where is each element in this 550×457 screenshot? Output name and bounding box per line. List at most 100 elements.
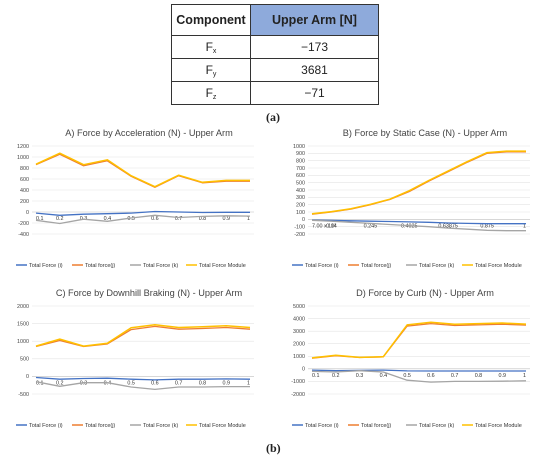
x-tick-label: 0.8 (199, 216, 207, 222)
series-line-i (35, 376, 251, 381)
y-tick-label: 2000 (17, 304, 29, 310)
y-tick-label: -200 (294, 232, 305, 238)
chart-d: D) Force by Curb (N) - Upper Arm -2000 -10… (280, 286, 546, 434)
y-tick-label: 100 (296, 210, 305, 216)
chart-b-svg: B) Force by Static Case (N) - Upper Arm -… (292, 128, 530, 269)
y-tick-label: 1000 (293, 354, 305, 360)
chart-a-svg: A) Force by Acceleration (N) - Upper Arm… (16, 128, 254, 269)
series-line-module (311, 321, 527, 359)
x-tick-label: 0.6 (427, 373, 435, 379)
chart-d-svg: D) Force by Curb (N) - Upper Arm -2000 -10… (291, 288, 530, 429)
legend-label: Total Force (i) (29, 423, 63, 429)
header-component: Component (171, 4, 251, 36)
legend-label: Total Force (k) (143, 263, 178, 269)
x-tick-label: 0.6 (151, 216, 159, 222)
legend-label: Total force(j) (85, 263, 115, 269)
y-tick-label: 1500 (17, 321, 29, 327)
series-line-module (311, 150, 526, 215)
table-row: Fz −71 (171, 81, 379, 105)
legend-label: Total Force (k) (143, 423, 178, 429)
legend-label: Total force(j) (361, 423, 391, 429)
y-tick-label: 0 (26, 374, 29, 380)
x-tick-label: 0.1 (312, 373, 320, 379)
row-label: Fz (171, 81, 251, 105)
y-tick-label: 900 (296, 151, 305, 157)
chart-c: C) Force by Downhill Braking (N) - Upper… (4, 286, 270, 434)
row-value: −71 (250, 81, 379, 105)
table-row: Fy 3681 (171, 58, 379, 82)
y-tick-label: 400 (296, 188, 305, 194)
x-tick-label: 1 (523, 373, 526, 379)
legend-label: Total Force (i) (29, 263, 63, 269)
x-tick-label: 0.1 (36, 216, 44, 222)
legend-label: Total force(j) (85, 423, 115, 429)
series-line-i (311, 219, 526, 225)
y-tick-label: 3000 (293, 329, 305, 335)
x-tick-label: 0.8 (475, 373, 483, 379)
chart-title: D) Force by Curb (N) - Upper Arm (356, 288, 494, 298)
y-tick-label: 1000 (293, 144, 305, 150)
x-tick-label: 0.9 (222, 216, 230, 222)
y-tick-label: 0 (26, 210, 29, 216)
legend-label: Total Force Module (199, 423, 246, 429)
row-label: Fx (171, 35, 251, 59)
x-tick-label: 0.63875 (438, 223, 458, 229)
series-line-k (311, 219, 526, 232)
series-line-i (35, 210, 250, 216)
legend-label: Total force(j) (361, 263, 391, 269)
x-tick-label: 0.1 (36, 380, 44, 386)
chart-a: A) Force by Acceleration (N) - Upper Arm… (4, 126, 270, 274)
x-tick-label: 1 (523, 223, 526, 229)
x-tick-label: 0.4 (104, 216, 112, 222)
chart-title: A) Force by Acceleration (N) - Upper Arm (65, 128, 233, 138)
y-tick-label: -1000 (291, 379, 305, 385)
chart-title: B) Force by Static Case (N) - Upper Arm (343, 128, 508, 138)
series-line-k (35, 381, 250, 391)
x-tick-label: 0.5 (127, 216, 135, 222)
x-tick-label: 0.9 (222, 380, 230, 386)
x-tick-label: 0.245 (364, 223, 378, 229)
y-tick-label: -200 (18, 221, 29, 227)
legend-label: Total Force (k) (419, 423, 454, 429)
y-tick-label: 600 (296, 173, 305, 179)
y-tick-label: 2000 (293, 342, 305, 348)
series-line-j (35, 153, 250, 188)
legend-label: Total Force (i) (305, 423, 339, 429)
y-tick-label: -500 (18, 392, 29, 398)
x-tick-label: 0.7 (175, 380, 183, 386)
y-tick-label: 700 (296, 166, 305, 172)
y-tick-label: 500 (296, 180, 305, 186)
x-tick-label: 7.00 x 10² (312, 223, 336, 229)
table-row: Fx −173 (171, 35, 379, 59)
series-line-j (311, 322, 527, 359)
row-label: Fy (171, 58, 251, 82)
table-header-row: Component Upper Arm [N] (171, 4, 379, 36)
legend-label: Total Force Module (475, 423, 522, 429)
caption-b: (b) (266, 441, 281, 455)
x-tick-label: 0.4 (380, 373, 388, 379)
legend-label: Total Force (k) (419, 263, 454, 269)
y-tick-label: 300 (296, 195, 305, 201)
x-tick-label: 0.6 (151, 380, 159, 386)
x-tick-label: 0.2 (56, 380, 64, 386)
legend-label: Total Force Module (475, 263, 522, 269)
row-value: 3681 (250, 58, 379, 82)
series-line-module (35, 323, 251, 347)
y-tick-label: 1000 (17, 155, 29, 161)
y-tick-label: 0 (302, 217, 305, 223)
series-line-k (35, 214, 251, 225)
x-tick-label: 0.7 (451, 373, 459, 379)
x-tick-label: 0.8 (199, 380, 207, 386)
x-tick-label: 0.2 (56, 216, 64, 222)
x-tick-label: 0.4025 (401, 223, 418, 229)
y-tick-label: 200 (20, 199, 29, 205)
y-tick-label: 400 (20, 188, 29, 194)
x-tick-label: 0.14 (326, 223, 337, 229)
x-tick-label: 0.9 (498, 373, 506, 379)
series-line-module (35, 152, 250, 188)
chart-title: C) Force by Downhill Braking (N) - Upper… (56, 288, 243, 298)
y-tick-label: 800 (296, 158, 305, 164)
y-tick-label: -2000 (291, 392, 305, 398)
y-tick-label: 600 (20, 177, 29, 183)
series-line-k (311, 370, 527, 383)
